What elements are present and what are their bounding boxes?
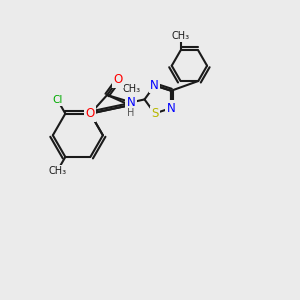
Text: Cl: Cl [52,94,62,105]
Text: CH₃: CH₃ [172,31,190,41]
Text: O: O [86,107,95,120]
Text: N: N [167,102,176,115]
Text: CH₃: CH₃ [122,84,140,94]
Text: H: H [127,108,134,118]
Text: S: S [151,107,158,120]
Text: N: N [150,79,159,92]
Text: CH₃: CH₃ [48,166,66,176]
Text: N: N [127,96,136,109]
Text: O: O [114,73,123,86]
